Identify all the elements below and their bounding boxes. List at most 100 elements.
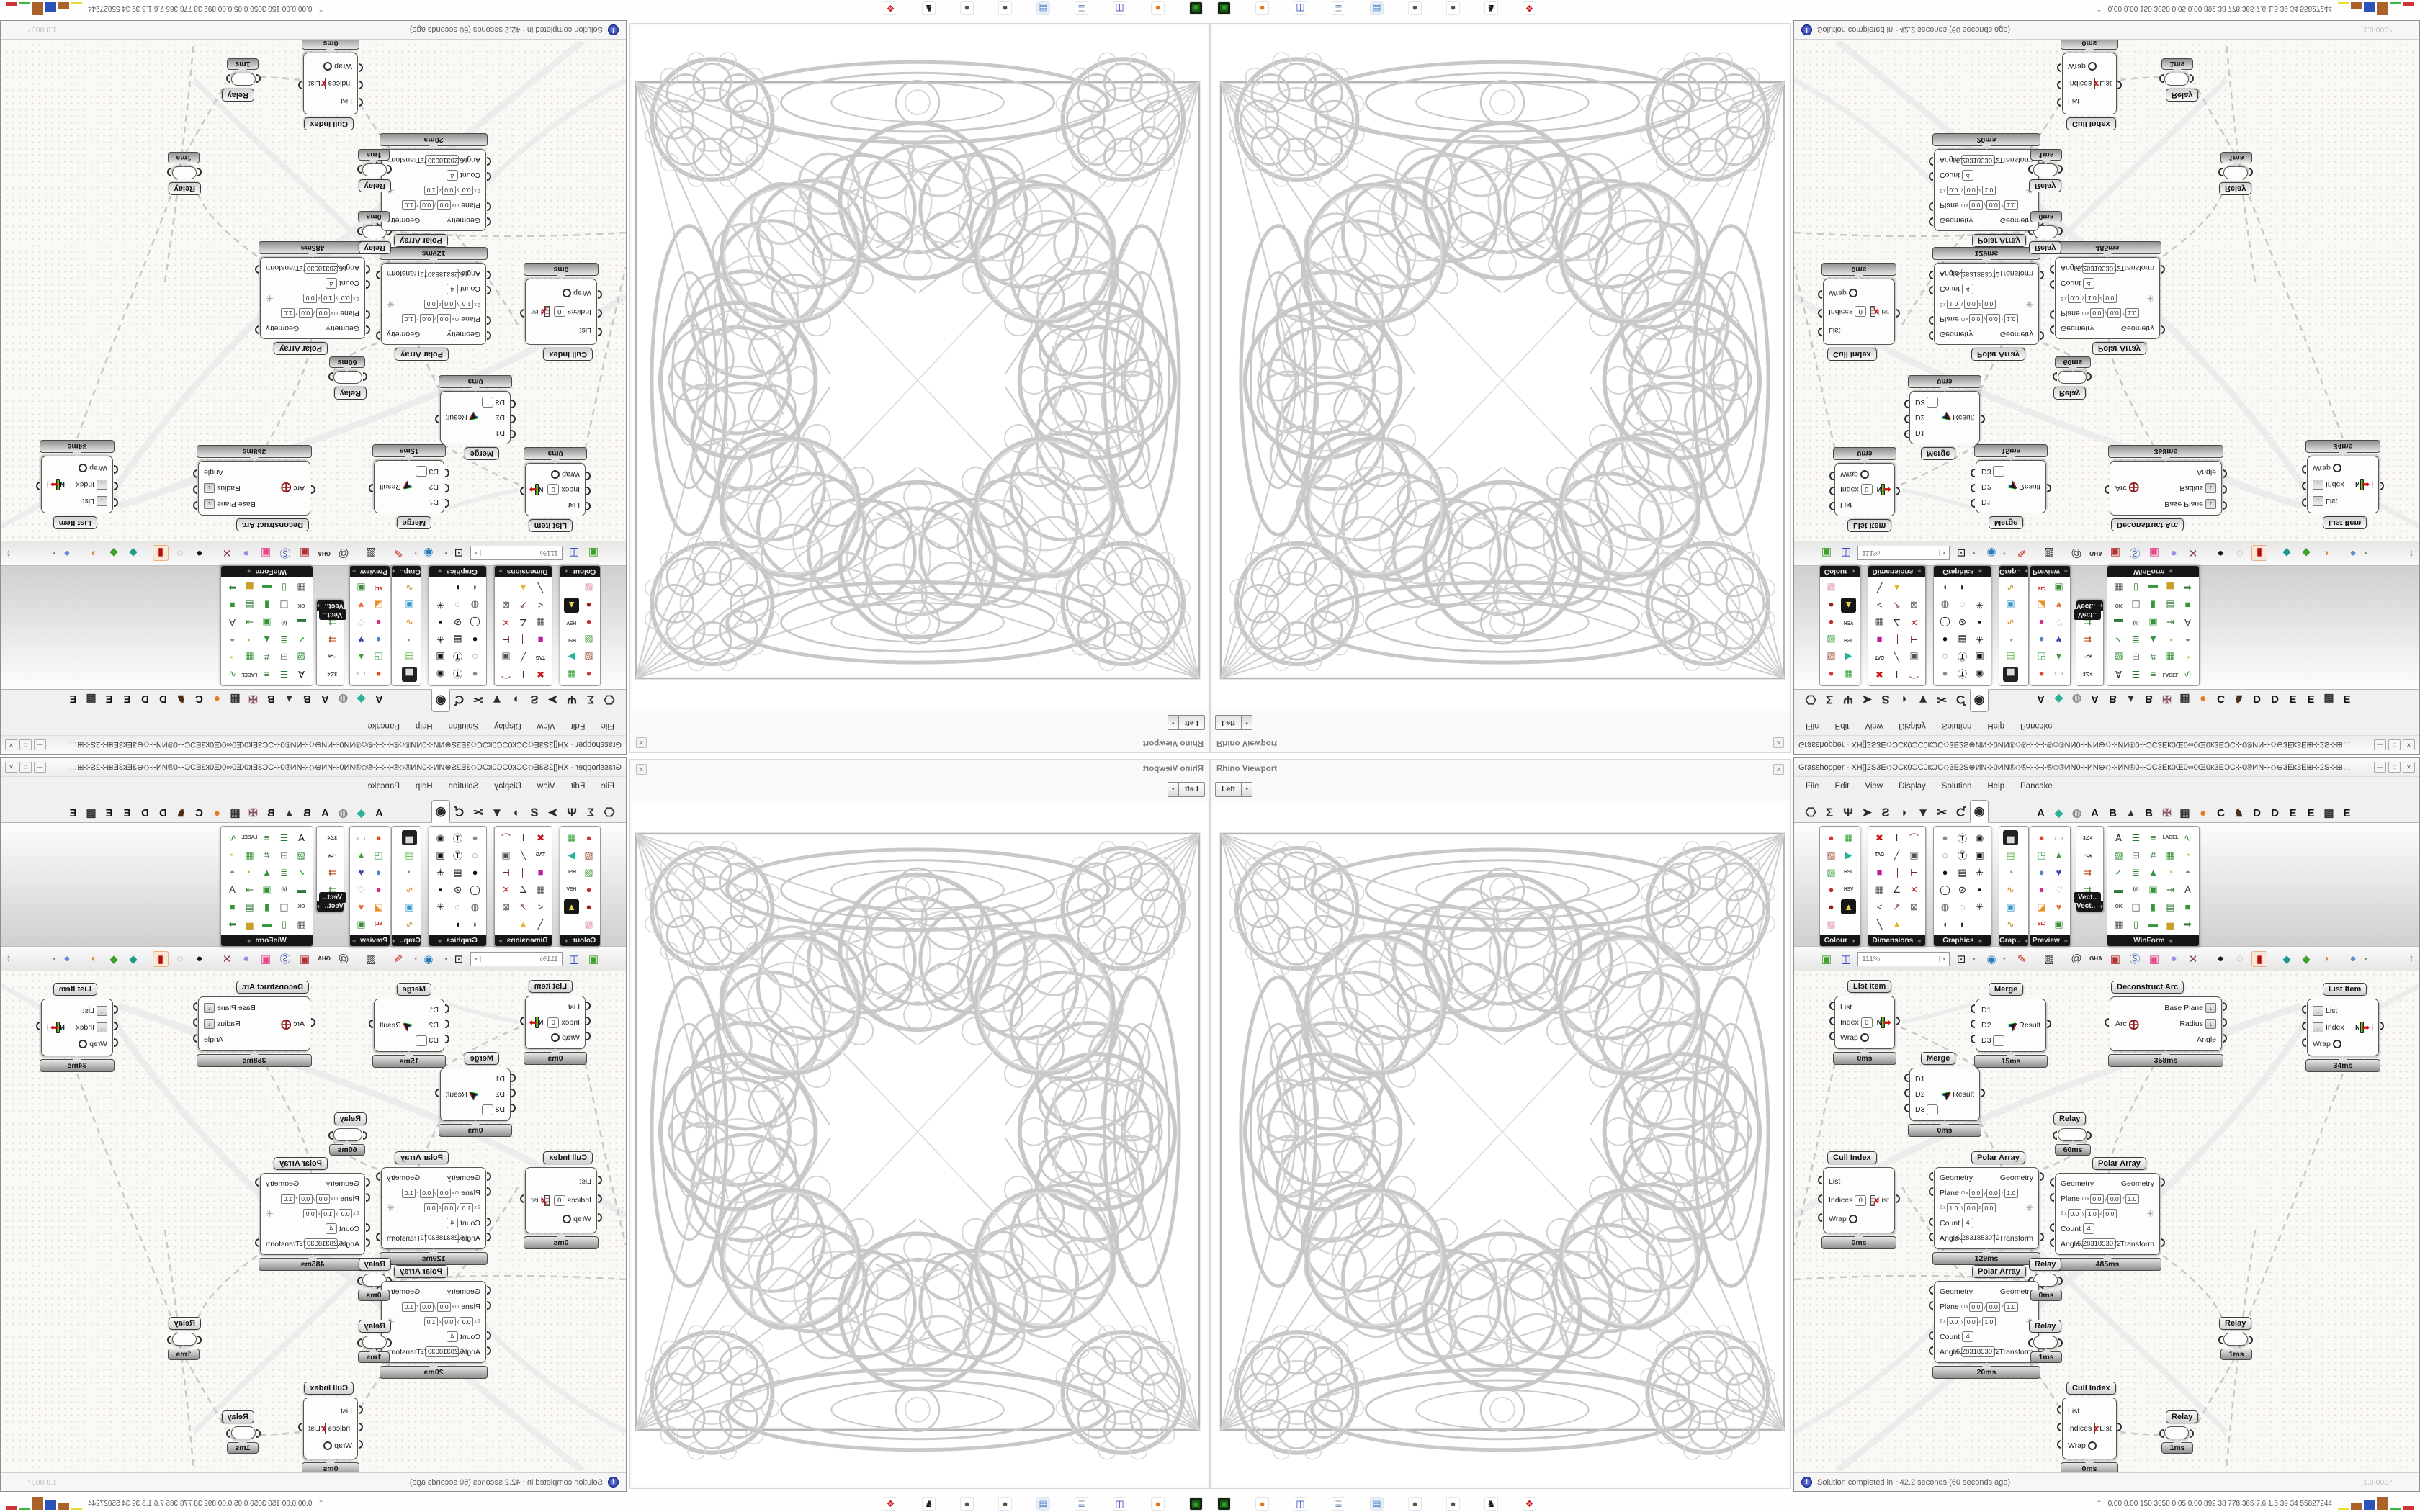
expression-icon[interactable]: ↓ [2313, 480, 2323, 490]
palette-label[interactable]: WinForm + [2107, 935, 2199, 946]
input-port-hook[interactable] [1829, 1001, 1834, 1010]
palette-component-icon[interactable]: ▧ [1824, 632, 1839, 647]
plane-value-box[interactable]: 1.0 [321, 1209, 335, 1219]
palette-component-icon[interactable]: ● [2034, 865, 2049, 880]
toolbar-icon[interactable]: ⊡ [454, 953, 464, 966]
palette-component-icon[interactable]: ◍ [467, 598, 483, 613]
maximize-button[interactable]: □ [2388, 762, 2401, 773]
plane-value-box[interactable]: 0.0 [1946, 1317, 1960, 1327]
palette-component-icon[interactable]: ⇉ [2080, 632, 2095, 647]
node-relay[interactable] [167, 166, 202, 179]
toolbar-icon[interactable]: ⊡ [1956, 953, 1966, 966]
palette-component-icon[interactable]: ▧ [1824, 649, 1839, 665]
node-deconstruct-arc[interactable]: Base Plane ↓ Arc ⨁ Radius ↓ Angle [2105, 461, 2227, 516]
palette-component-icon[interactable]: ▤ [242, 899, 257, 914]
input-port-hook[interactable] [2302, 1005, 2306, 1014]
plane-value-box[interactable]: 1.0 [281, 308, 295, 318]
toolbar-icon[interactable]: @ [2071, 953, 2082, 965]
output-port-hook[interactable] [2047, 1020, 2051, 1028]
category-tab-icon[interactable]: ✂ [1936, 806, 1948, 819]
plugin-tab[interactable]: ✠ [248, 693, 258, 705]
menu-item-edit[interactable]: Edit [1834, 782, 1850, 791]
toolbar-icon[interactable]: ◆ [2282, 953, 2291, 966]
plugin-tab[interactable]: D [2271, 806, 2279, 819]
palette-component-icon[interactable]: OK [2111, 899, 2126, 914]
palette-component-icon[interactable]: A [2111, 830, 2126, 845]
node-relay[interactable] [2159, 73, 2194, 86]
taskbar-app-icon[interactable]: ♞ [1484, 1497, 1498, 1511]
canvas-scroll-arrows[interactable]: ▲ ▼ [2409, 549, 2414, 558]
palette-component-icon[interactable]: ◔ [225, 847, 240, 863]
palette-component-icon[interactable]: ▦ [2111, 580, 2126, 595]
output-port-hook[interactable] [2058, 1338, 2063, 1347]
output-port-hook[interactable] [520, 1194, 524, 1203]
palette-component-icon[interactable]: ∿ [402, 580, 417, 595]
value-box[interactable]: 0 [1855, 1194, 1867, 1206]
palette-component-icon[interactable]: ✳ [433, 598, 448, 613]
category-tab-icon[interactable]: ➤ [1861, 806, 1873, 819]
taskbar-app-icon[interactable]: ▣ [1189, 1497, 1203, 1511]
palette-label[interactable]: Preview + [350, 935, 390, 946]
palette-component-icon[interactable]: ▮ [2146, 899, 2161, 914]
wrap-toggle-icon[interactable] [1848, 1214, 1857, 1223]
palette-component-icon[interactable]: ✕ [1906, 882, 1922, 897]
palette-component-icon[interactable]: ♥ [354, 598, 369, 613]
palette-component-icon[interactable]: ▪ [1972, 882, 1987, 897]
wrap-toggle-icon[interactable] [2332, 464, 2341, 473]
palette-component-icon[interactable]: ↝ [325, 847, 340, 863]
category-tab-icon[interactable]: ◗ [1900, 806, 1909, 819]
close-button[interactable]: ✕ [2403, 739, 2415, 750]
output-port-hook[interactable] [1981, 1089, 1985, 1097]
palette-component-icon[interactable]: ◗ [450, 917, 465, 932]
toolbar-icon[interactable]: ● [243, 953, 250, 965]
palette-component-icon[interactable]: ⇉ [325, 632, 340, 647]
toolbar-icon[interactable]: ◫ [568, 953, 580, 966]
palette-component-icon[interactable]: ● [1937, 865, 1953, 880]
simplify-icon[interactable]: ↓ [2205, 1019, 2216, 1029]
palette-component-icon[interactable]: ◔ [2180, 649, 2195, 665]
palette-component-icon[interactable]: ◪ [2034, 598, 2049, 613]
palette-component-icon[interactable]: ▲ [2146, 632, 2161, 647]
palette-component-icon[interactable]: ▦ [1872, 615, 1887, 630]
toolbar-icon[interactable]: ● [196, 953, 203, 965]
input-port-hook[interactable] [1829, 471, 1834, 480]
palette-component-icon[interactable]: ➡ [2180, 580, 2195, 595]
input-port-hook[interactable] [2302, 498, 2306, 507]
close-button[interactable]: ✕ [2403, 762, 2415, 773]
node-relay[interactable] [2053, 1128, 2092, 1141]
palette-component-icon[interactable]: 3∠4 [2080, 830, 2095, 845]
palette-component-icon[interactable]: ╲ [1872, 580, 1887, 595]
output-port-hook[interactable] [36, 1022, 40, 1030]
palette-component-icon[interactable]: ▲ [2051, 649, 2066, 665]
input-port-hook[interactable] [1929, 217, 1933, 226]
palette-component-icon[interactable]: ◌ [1955, 598, 1970, 613]
category-tab-icon[interactable]: Ψ [567, 806, 577, 819]
palette-component-icon[interactable]: ∿ [402, 917, 417, 932]
plane-value-box[interactable]: 1.0 [2085, 293, 2099, 303]
palette-component-icon[interactable]: ⇥ [242, 882, 257, 897]
palette-component-icon[interactable]: Ι [1889, 830, 1904, 845]
input-port-hook[interactable] [1929, 1187, 1933, 1197]
palette-label[interactable]: Grap.. + [391, 566, 421, 577]
palette-component-icon[interactable]: ◌ [467, 847, 483, 863]
palette-component-icon[interactable]: Ι [516, 830, 531, 845]
palette-component-icon[interactable]: ✖ [533, 830, 548, 845]
taskbar-app-icon[interactable]: ● [1446, 1497, 1460, 1511]
plane-value-box[interactable]: 0.0 [1986, 314, 2001, 324]
palette-component-icon[interactable]: ◫ [2128, 899, 2143, 914]
expression-icon[interactable]: ↓ [97, 495, 107, 506]
palette-component-icon[interactable]: < [533, 598, 548, 613]
palette-component-icon[interactable]: ▬ [294, 882, 309, 897]
palette-component-icon[interactable]: ⊢ [498, 632, 514, 647]
palette-component-icon[interactable]: ➡ [225, 580, 240, 595]
palette-component-icon[interactable]: ≣ [277, 865, 292, 880]
menu-item-edit[interactable]: Edit [570, 782, 586, 791]
palette-component-icon[interactable]: ♥ [2051, 865, 2066, 880]
palette-component-icon[interactable]: ▩ [581, 580, 596, 595]
input-port-hook[interactable] [2057, 1440, 2061, 1449]
resize-grip[interactable]: ⋮⋮ [2398, 27, 2412, 34]
toolbar-icon[interactable]: ⊡ [1956, 546, 1966, 559]
